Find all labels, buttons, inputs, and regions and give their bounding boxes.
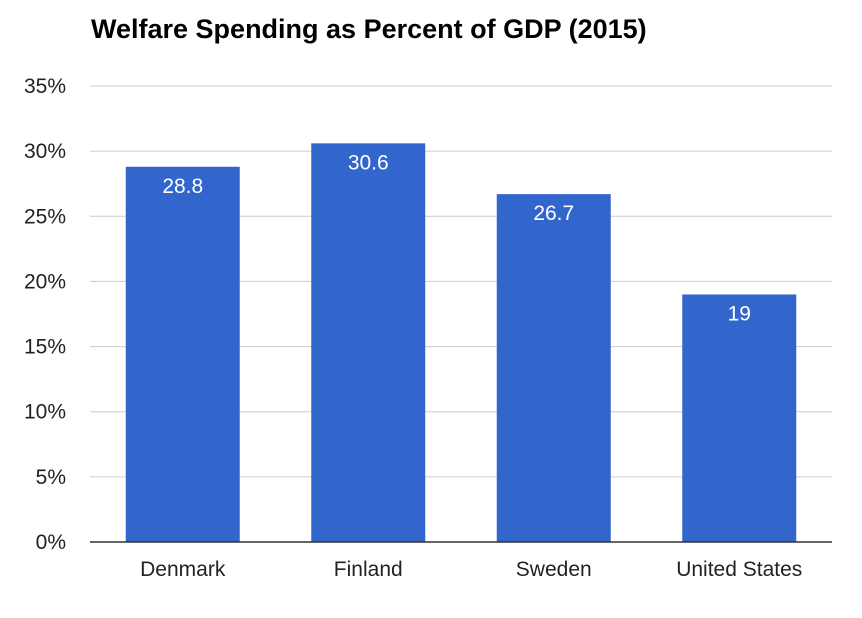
chart-title: Welfare Spending as Percent of GDP (2015… xyxy=(91,14,647,44)
y-tick-label: 10% xyxy=(24,401,66,424)
x-category-label: Denmark xyxy=(140,558,226,581)
bar xyxy=(311,143,426,542)
bar-data-label: 26.7 xyxy=(533,202,574,225)
x-category-label: United States xyxy=(676,558,802,581)
y-tick-label: 20% xyxy=(24,270,66,293)
bar xyxy=(496,194,611,542)
x-category-label: Finland xyxy=(334,558,403,581)
y-tick-label: 30% xyxy=(24,140,66,163)
y-tick-label: 0% xyxy=(36,531,66,554)
bar-data-label: 30.6 xyxy=(348,151,389,174)
bar-data-label: 19 xyxy=(728,302,751,325)
y-tick-label: 5% xyxy=(36,466,66,489)
y-tick-label: 15% xyxy=(24,336,66,359)
bar xyxy=(125,166,240,542)
y-tick-label: 35% xyxy=(24,75,66,98)
bar xyxy=(682,294,797,542)
y-tick-label: 25% xyxy=(24,205,66,228)
bar-data-label: 28.8 xyxy=(162,175,203,198)
x-category-label: Sweden xyxy=(516,558,592,581)
